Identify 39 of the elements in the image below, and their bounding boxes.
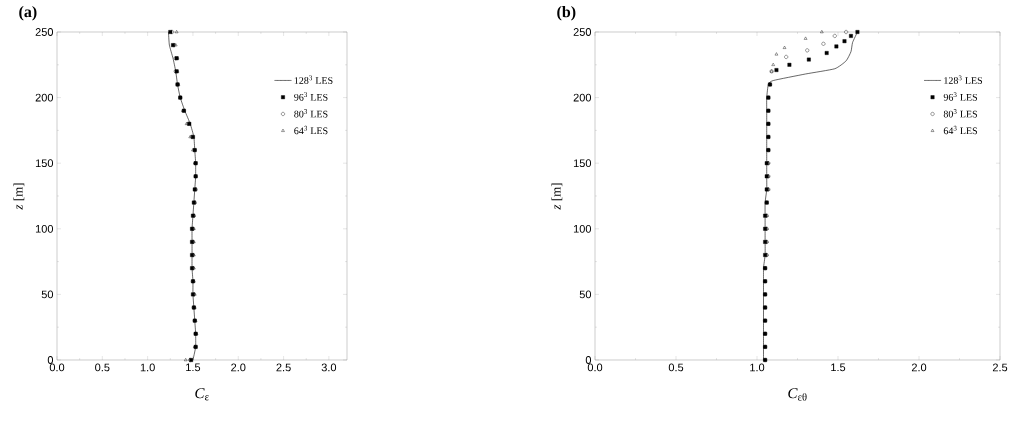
- legend-label: 96$^{3}$ LES: [294, 92, 328, 101]
- x-tick-label: 2.0: [231, 363, 246, 372]
- legend-label: 96$^{3}$ LES: [943, 92, 978, 101]
- legend-label: 128$^{3}$ LES: [294, 75, 333, 84]
- y-tick-label: 50: [579, 290, 592, 299]
- x-tick-label: 1.5: [186, 363, 201, 372]
- y-tick-label: 200: [35, 93, 54, 102]
- legend-label: 64$^{3}$ LES: [294, 125, 328, 135]
- x-tick-label: 1.0: [140, 363, 155, 372]
- x-tick-label: 0.0: [587, 363, 603, 372]
- y-tick-label: 150: [573, 159, 592, 168]
- x-tick-label: 2.5: [276, 363, 291, 372]
- legend-label: 128$^{3}$ LES: [944, 75, 983, 84]
- x-tick-label: 3.0: [321, 363, 337, 372]
- y-tick-label: 100: [35, 224, 54, 233]
- x-tick-label: 2.0: [911, 363, 927, 372]
- y-axis-title: z [m]: [13, 183, 25, 210]
- x-axis-title: C$_{ε}$: [195, 388, 209, 401]
- y-tick-label: 250: [573, 28, 592, 36]
- legend-label: 64$^{3}$ LES: [943, 125, 978, 135]
- x-tick-label: 0.5: [95, 363, 110, 372]
- x-tick-label: 0.5: [668, 363, 684, 372]
- y-tick-label: 0: [47, 356, 54, 364]
- y-tick-label: 100: [573, 224, 592, 233]
- y-tick-label: 150: [35, 159, 54, 168]
- x-tick-label: 0.0: [49, 363, 65, 372]
- legend-label: 80$^{3}$ LES: [943, 109, 978, 118]
- y-tick-label: 250: [35, 28, 54, 36]
- x-tick-label: 1.5: [831, 363, 846, 372]
- chart-title: (b): [557, 5, 576, 21]
- x-tick-label: 2.5: [992, 363, 1008, 372]
- y-axis-title: z [m]: [551, 183, 563, 210]
- y-tick-label: 50: [41, 290, 54, 299]
- y-tick-label: 0: [585, 356, 592, 364]
- legend-label: 80$^{3}$ LES: [294, 109, 328, 118]
- x-tick-label: 1.0: [750, 363, 765, 372]
- y-tick-label: 200: [573, 93, 592, 102]
- x-axis-title: C$_{εθ}$: [788, 388, 807, 401]
- chart-title: (a): [19, 5, 37, 21]
